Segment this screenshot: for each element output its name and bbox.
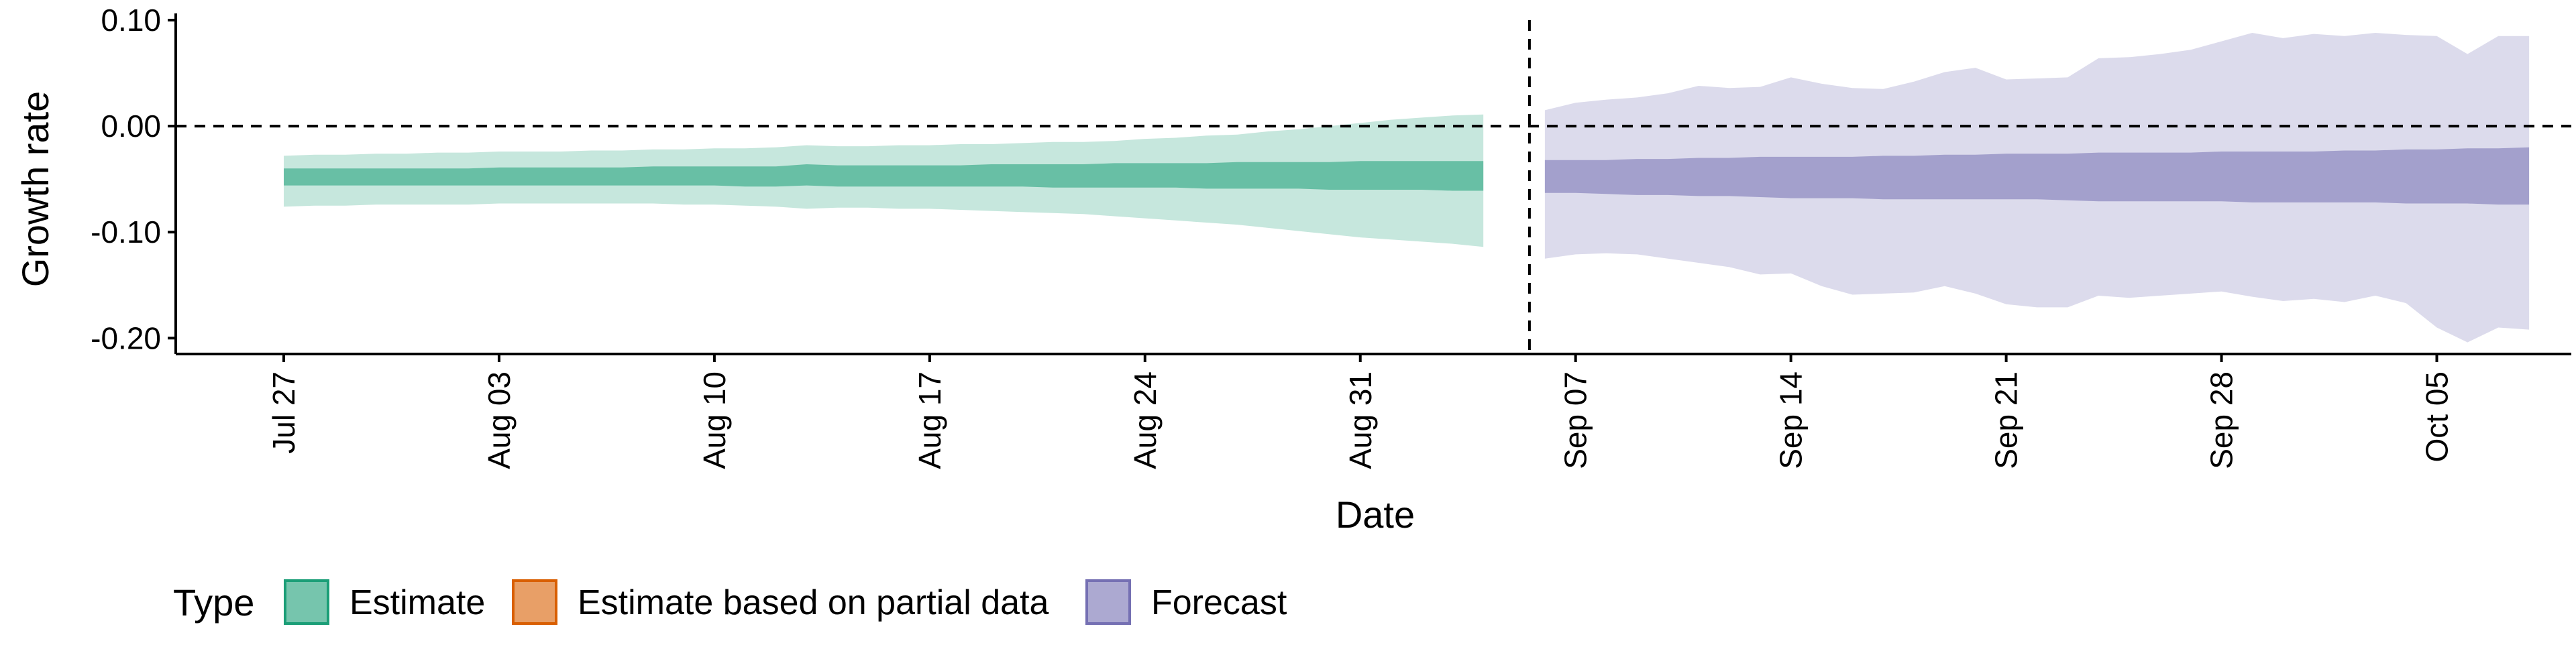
y-tick-label: 0.00 — [101, 109, 161, 143]
legend-label-estimate: Estimate — [350, 583, 485, 622]
legend: Type Estimate Estimate based on partial d… — [173, 579, 1287, 625]
x-tick-label: Oct 05 — [2420, 371, 2455, 463]
legend-title: Type — [173, 581, 254, 624]
y-tick-label: 0.10 — [101, 3, 161, 38]
x-tick-label: Sep 28 — [2204, 371, 2239, 469]
x-tick-label: Aug 10 — [697, 371, 732, 469]
y-tick-label: -0.20 — [91, 320, 161, 355]
estimate-inner-band — [284, 161, 1484, 191]
x-axis-title: Date — [1336, 493, 1415, 536]
legend-label-forecast: Forecast — [1151, 583, 1287, 622]
legend-label-estimate-based-on-partial-data: Estimate based on partial data — [578, 583, 1049, 622]
y-tick-label: -0.10 — [91, 215, 161, 249]
legend-swatch-forecast — [1085, 579, 1131, 625]
x-tick-label: Aug 31 — [1343, 371, 1378, 469]
forecast-inner-band — [1544, 147, 2530, 205]
legend-swatch-estimate-based-on-partial-data — [512, 579, 557, 625]
x-tick-label: Sep 14 — [1774, 371, 1809, 469]
x-tick-label: Aug 24 — [1128, 371, 1163, 469]
y-axis-title: Growth rate — [14, 91, 56, 288]
x-tick-label: Aug 17 — [912, 371, 947, 469]
x-tick-label: Sep 07 — [1558, 371, 1593, 469]
x-tick-label: Aug 03 — [482, 371, 517, 469]
x-tick-label: Jul 27 — [266, 371, 301, 454]
x-tick-label: Sep 21 — [1989, 371, 2024, 469]
legend-swatch-estimate — [284, 579, 329, 625]
